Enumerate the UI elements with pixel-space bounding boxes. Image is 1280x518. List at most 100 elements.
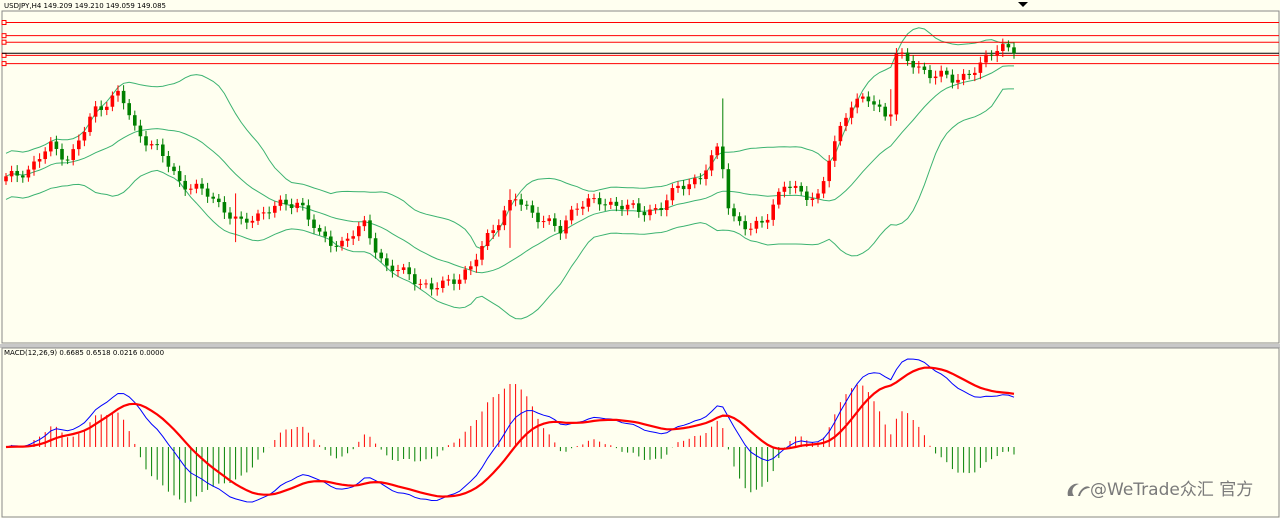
candle-body bbox=[513, 199, 518, 201]
candle-body bbox=[116, 90, 120, 96]
candle-body bbox=[317, 227, 322, 232]
wetrade-logo-icon bbox=[1067, 483, 1090, 496]
candle-body bbox=[49, 141, 53, 152]
candle-body bbox=[452, 279, 456, 284]
candle-body bbox=[698, 178, 703, 180]
watermark: @WeTrade众汇 官方 bbox=[1067, 480, 1253, 500]
candle-body bbox=[581, 206, 585, 209]
candle-body bbox=[939, 70, 943, 77]
candle-body bbox=[805, 191, 809, 200]
candle-body bbox=[261, 212, 266, 214]
candle-body bbox=[995, 51, 999, 56]
candle-body bbox=[978, 62, 983, 73]
candle-body bbox=[43, 151, 47, 160]
candle-body bbox=[21, 175, 25, 178]
candle-body bbox=[732, 208, 736, 217]
candle-body bbox=[189, 188, 193, 190]
candle-body bbox=[88, 116, 92, 133]
candle-body bbox=[228, 212, 232, 219]
candle-body bbox=[239, 216, 243, 219]
bollinger-middle-band bbox=[5, 65, 1014, 274]
candle-body bbox=[765, 219, 770, 223]
candle-body bbox=[155, 144, 159, 146]
candle-body bbox=[508, 199, 512, 211]
pane-separator bbox=[0, 344, 1280, 348]
candle-body bbox=[704, 170, 708, 180]
candle-body bbox=[485, 233, 490, 247]
candle-body bbox=[631, 203, 635, 205]
candle-body bbox=[877, 104, 882, 107]
candle-body bbox=[866, 96, 871, 102]
candle-body bbox=[670, 188, 675, 201]
candle-body bbox=[642, 211, 647, 216]
candle-body bbox=[793, 185, 798, 188]
candle-body bbox=[743, 221, 747, 230]
candle-body bbox=[144, 136, 148, 146]
candle-body bbox=[250, 220, 255, 223]
macd-pane-border bbox=[1, 347, 1280, 518]
candle-body bbox=[396, 270, 400, 272]
candle-body bbox=[760, 220, 764, 223]
candle-body bbox=[737, 216, 742, 222]
candle-body bbox=[463, 269, 467, 280]
candle-body bbox=[917, 66, 921, 68]
candle-body bbox=[65, 159, 70, 161]
candle-body bbox=[149, 144, 154, 146]
candle-body bbox=[323, 231, 327, 237]
macd-signal-line bbox=[5, 366, 1015, 498]
candle-body bbox=[838, 125, 843, 142]
candle-body bbox=[54, 141, 59, 149]
candle-body bbox=[340, 240, 344, 247]
candle-body bbox=[788, 186, 792, 188]
candle-body bbox=[681, 185, 686, 190]
candle-body bbox=[82, 132, 87, 141]
candle-body bbox=[37, 159, 42, 162]
candle-body bbox=[541, 221, 546, 223]
candle-body bbox=[217, 198, 221, 203]
candle-body bbox=[967, 73, 971, 75]
candle-body bbox=[446, 279, 451, 281]
candle-body bbox=[362, 220, 367, 227]
candle-body bbox=[105, 106, 109, 110]
candle-body bbox=[569, 209, 574, 221]
candle-body bbox=[457, 279, 462, 284]
candle-body bbox=[418, 283, 423, 285]
candle-body bbox=[379, 252, 383, 259]
candle-body bbox=[872, 101, 876, 105]
candle-body bbox=[709, 155, 714, 171]
candle-body bbox=[586, 198, 591, 207]
candle-body bbox=[883, 106, 887, 117]
candle-body bbox=[289, 204, 294, 209]
candle-body bbox=[502, 210, 507, 226]
candle-body bbox=[424, 283, 428, 285]
candle-body bbox=[564, 220, 568, 234]
candle-body bbox=[754, 220, 759, 229]
candle-body bbox=[245, 218, 249, 223]
candle-body bbox=[989, 54, 994, 56]
candle-body bbox=[900, 52, 904, 54]
candle-body bbox=[357, 226, 361, 237]
candle-body bbox=[849, 107, 854, 118]
candle-body bbox=[334, 245, 339, 247]
candle-body bbox=[956, 79, 960, 83]
candle-body bbox=[894, 53, 899, 115]
candle-body bbox=[60, 148, 64, 160]
candle-body bbox=[200, 183, 204, 189]
candle-body bbox=[256, 213, 260, 221]
candle-body bbox=[933, 76, 938, 79]
candle-body bbox=[138, 125, 143, 137]
price-pane-border bbox=[1, 10, 1280, 344]
candle-body bbox=[609, 201, 613, 205]
candle-body bbox=[390, 265, 395, 272]
candle-body bbox=[1006, 44, 1011, 48]
candle-body bbox=[71, 149, 75, 160]
candle-body bbox=[284, 199, 288, 205]
candle-body bbox=[295, 202, 299, 209]
candle-body bbox=[749, 228, 753, 230]
candle-body bbox=[474, 259, 479, 267]
candle-body bbox=[306, 205, 311, 220]
candle-body bbox=[861, 96, 865, 99]
candle-body bbox=[93, 106, 98, 117]
candle-body bbox=[121, 90, 126, 104]
